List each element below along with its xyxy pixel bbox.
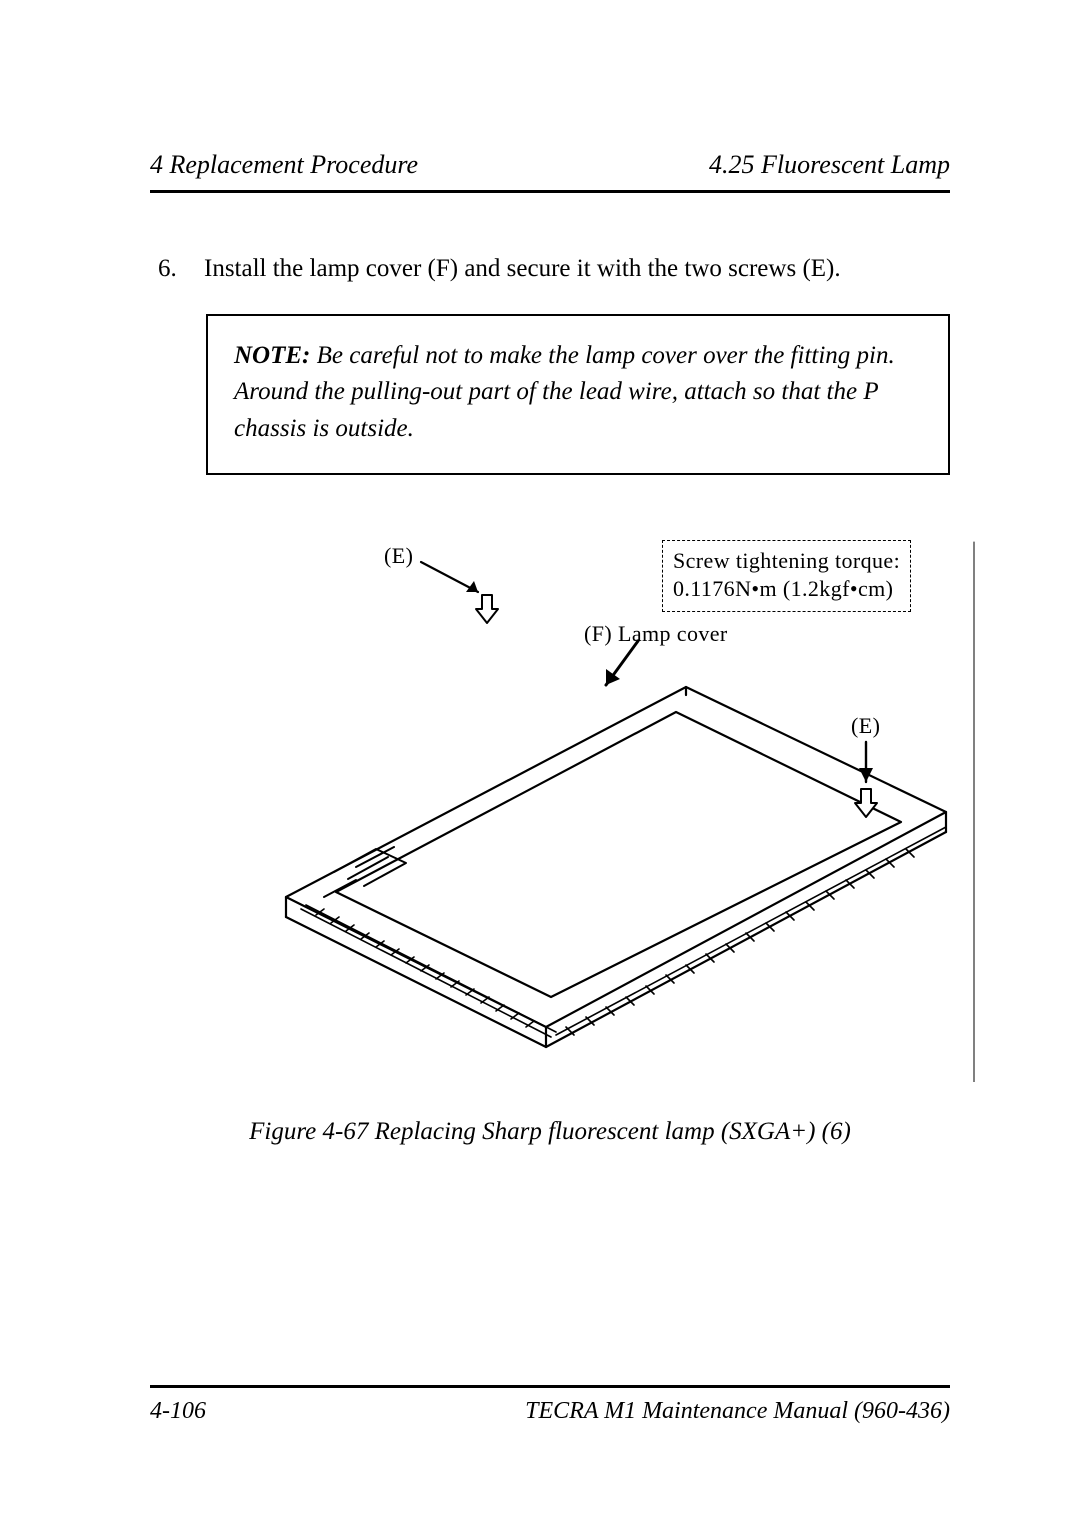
page-header: 4 Replacement Procedure 4.25 Fluorescent… bbox=[150, 150, 950, 193]
note-text: Be careful not to make the lamp cover ov… bbox=[234, 342, 895, 442]
torque-line1: Screw tightening torque: bbox=[673, 547, 900, 575]
callout-e-right: (E) bbox=[851, 713, 880, 739]
torque-box: Screw tightening torque: 0.1176N•m (1.2k… bbox=[662, 540, 911, 612]
page: 4 Replacement Procedure 4.25 Fluorescent… bbox=[0, 0, 1080, 1525]
figure: (E) (F) Lamp cover (E) Screw tightening … bbox=[206, 537, 976, 1082]
note-box: NOTE: Be careful not to make the lamp co… bbox=[206, 314, 950, 475]
header-right: 4.25 Fluorescent Lamp bbox=[709, 150, 950, 180]
figure-caption: Figure 4-67 Replacing Sharp fluorescent … bbox=[150, 1118, 950, 1146]
step-6: 6. Install the lamp cover (F) and secure… bbox=[158, 251, 950, 286]
page-footer: 4-106 TECRA M1 Maintenance Manual (960-4… bbox=[150, 1385, 950, 1425]
callout-f-lamp-cover: (F) Lamp cover bbox=[584, 621, 728, 647]
step-text: Install the lamp cover (F) and secure it… bbox=[204, 251, 841, 286]
header-left: 4 Replacement Procedure bbox=[150, 150, 418, 180]
note-label: NOTE: bbox=[234, 342, 310, 369]
callout-e-top: (E) bbox=[384, 543, 413, 569]
step-number: 6. bbox=[158, 251, 204, 286]
footer-page-number: 4-106 bbox=[150, 1398, 206, 1425]
torque-line2: 0.1176N•m (1.2kgf•cm) bbox=[673, 575, 900, 603]
footer-manual-title: TECRA M1 Maintenance Manual (960-436) bbox=[525, 1398, 950, 1425]
diagram-svg bbox=[206, 537, 976, 1082]
